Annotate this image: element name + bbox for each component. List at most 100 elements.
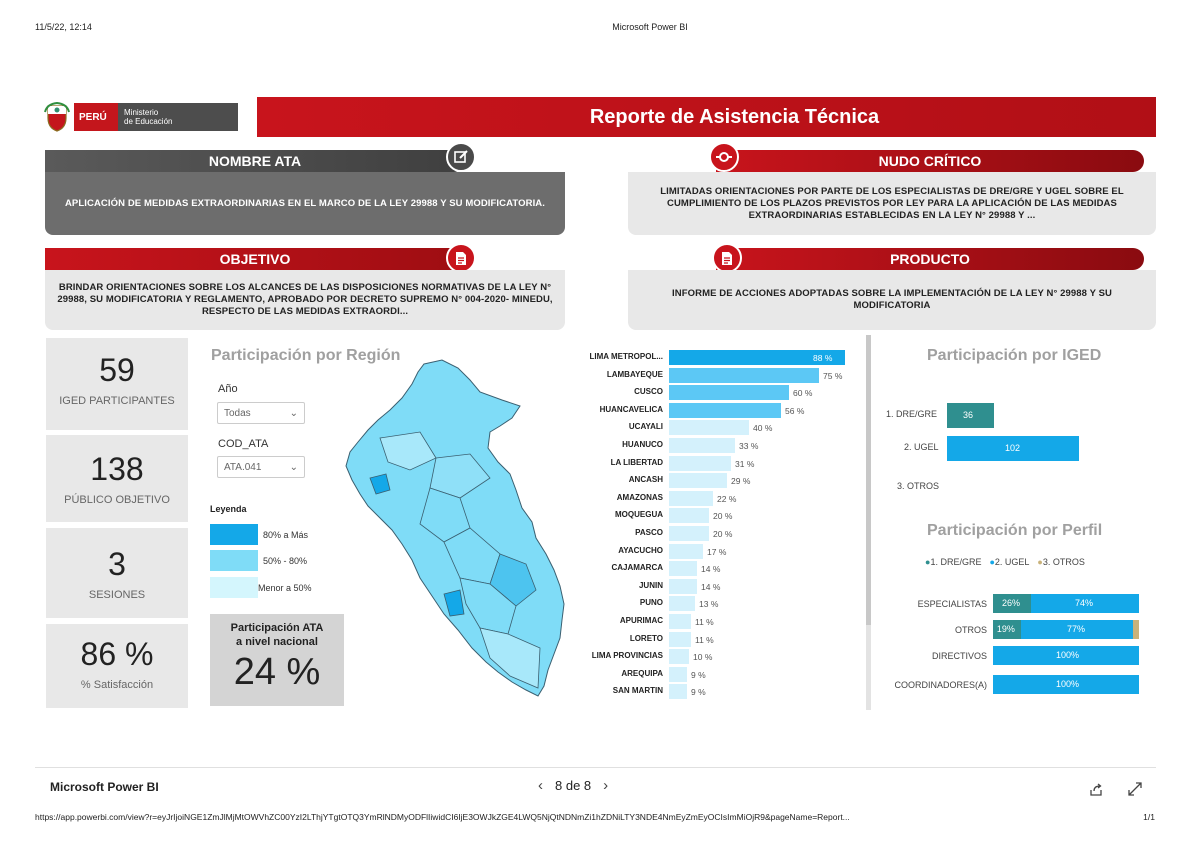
bar[interactable]	[669, 490, 713, 506]
bar[interactable]	[669, 385, 789, 401]
perfil-bar-segment[interactable]: 100%	[993, 675, 1139, 694]
perfil-legend-item: ●2. UGEL	[989, 557, 1030, 567]
perfil-bar-segment[interactable]: 77%	[1020, 620, 1134, 639]
perfil-bar-segment[interactable]: 19%	[993, 620, 1021, 639]
edit-icon	[446, 142, 476, 172]
perfil-bar-segment[interactable]: 100%	[993, 646, 1139, 665]
share-icon[interactable]	[1088, 781, 1104, 797]
iged-category-label: 2. UGEL	[904, 442, 939, 452]
bar-category-label: HUANCAVELICA	[599, 404, 663, 414]
bar-row[interactable]: AMAZONAS 22 %	[575, 490, 875, 507]
bar-category-label: JUNIN	[638, 580, 663, 590]
iged-bar[interactable]: 102	[947, 436, 1079, 461]
bar-category-label: PUNO	[639, 598, 663, 608]
legend-swatch-mid	[210, 550, 258, 571]
bar-row[interactable]: AREQUIPA 9 %	[575, 666, 875, 683]
fullscreen-icon[interactable]	[1127, 781, 1143, 797]
bar[interactable]	[669, 508, 709, 524]
bar-row[interactable]: UCAYALI 40 %	[575, 419, 875, 436]
bar-row[interactable]: LIMA PROVINCIAS 10 %	[575, 648, 875, 665]
legend-swatch-high	[210, 524, 258, 545]
bar[interactable]	[669, 438, 735, 453]
bar-row[interactable]: HUANCAVELICA 56 %	[575, 402, 875, 419]
prev-page-icon[interactable]: ‹	[538, 777, 543, 794]
iged-category-label: 1. DRE/GRE	[886, 409, 938, 419]
producto-title: PRODUCTO	[716, 248, 1144, 270]
bar[interactable]	[669, 561, 697, 577]
bar[interactable]	[669, 402, 781, 418]
bar-row[interactable]: PASCO 20 %	[575, 525, 875, 542]
iged-title: Participación por IGED	[927, 347, 1102, 364]
bar-row[interactable]: APURIMAC 11 %	[575, 613, 875, 630]
kpi-card-iged: 59 IGED PARTICIPANTES	[46, 338, 188, 430]
bar[interactable]	[669, 666, 687, 682]
bar-value-label: 29 %	[731, 476, 751, 487]
bar-row[interactable]: LA LIBERTAD 31 %	[575, 455, 875, 472]
legend-label-low: Menor a 50%	[258, 583, 312, 593]
nudo-critico-text: LIMITADAS ORIENTACIONES POR PARTE DE LOS…	[628, 172, 1156, 235]
page-navigator: ‹ 8 de 8 ›	[538, 777, 608, 794]
perfil-bar-segment[interactable]: 74%	[1030, 594, 1139, 613]
bar[interactable]	[669, 543, 703, 559]
chevron-down-icon: ⌄	[289, 407, 298, 419]
perfil-bar-value: 74%	[1074, 598, 1093, 608]
bar-value-label: 10 %	[693, 652, 713, 663]
year-filter-label: Año	[218, 383, 238, 395]
bar-value-label: 75 %	[823, 370, 843, 381]
bar[interactable]	[669, 684, 687, 700]
bar-category-label: PASCO	[635, 528, 663, 537]
bar[interactable]	[669, 614, 691, 629]
print-title: Microsoft Power BI	[612, 22, 688, 32]
bar-row[interactable]: ANCASH 29 %	[575, 472, 875, 489]
bar-value-label: 9 %	[691, 687, 706, 698]
bar-row[interactable]: HUANUCO 33 %	[575, 437, 875, 454]
bar-value-label: 14 %	[701, 581, 721, 592]
peru-region-map[interactable]	[340, 358, 572, 703]
document-icon	[446, 243, 476, 273]
bar-value-label: 31 %	[735, 458, 755, 469]
bar[interactable]	[669, 367, 819, 383]
scroll-thumb[interactable]	[866, 335, 871, 625]
bar-row[interactable]: MOQUEGUA 20 %	[575, 507, 875, 524]
perfil-bar-segment[interactable]: 26%	[993, 594, 1031, 613]
bar-row[interactable]: SAN MARTIN 9 %	[575, 683, 875, 700]
bar[interactable]	[669, 455, 731, 471]
bar-category-label: AREQUIPA	[621, 668, 663, 678]
bar[interactable]	[669, 526, 709, 541]
bar-row[interactable]: LORETO 11 %	[575, 631, 875, 648]
bar[interactable]	[669, 473, 727, 489]
kpi-publico-label: PÚBLICO OBJETIVO	[64, 494, 170, 506]
bar-row[interactable]: JUNIN 14 %	[575, 578, 875, 595]
bar-category-label: UCAYALI	[628, 422, 663, 432]
bar[interactable]	[669, 578, 697, 594]
bar-category-label: AMAZONAS	[616, 492, 663, 502]
code-filter-dropdown[interactable]: ATA.041 ⌄	[217, 456, 305, 478]
bar[interactable]	[669, 649, 689, 665]
iged-bar[interactable]: 36	[947, 403, 994, 428]
perfil-legend: ●1. DRE/GRE ●2. UGEL ●3. OTROS	[925, 557, 1085, 567]
bar-category-label: AYACUCHO	[618, 545, 663, 555]
bar-row[interactable]: LIMA METROPOL... 88 %	[575, 349, 875, 366]
bar-row[interactable]: PUNO 13 %	[575, 595, 875, 612]
chevron-down-icon: ⌄	[289, 461, 298, 473]
ministry-logo: PERÚ Ministerio de Educación	[40, 97, 246, 137]
bar-row[interactable]: LAMBAYEQUE 75 %	[575, 367, 875, 384]
kpi-publico-value: 138	[90, 451, 144, 487]
bar-value-label: 11 %	[695, 634, 714, 645]
bar-row[interactable]: CAJAMARCA 14 %	[575, 560, 875, 577]
perfil-bar-segment[interactable]	[1133, 620, 1139, 639]
bar-row[interactable]: CUSCO 60 %	[575, 384, 875, 401]
bar[interactable]	[669, 596, 695, 612]
ministry-line-1: Ministerio	[124, 108, 159, 117]
legend-swatch-low	[210, 577, 258, 598]
bar-row[interactable]: AYACUCHO 17 %	[575, 543, 875, 560]
next-page-icon[interactable]: ›	[603, 777, 609, 794]
bar[interactable]	[669, 350, 845, 365]
bar[interactable]	[669, 631, 691, 647]
bar[interactable]	[669, 420, 749, 436]
year-filter-dropdown[interactable]: Todas ⌄	[217, 402, 305, 424]
bar-category-label: LAMBAYEQUE	[606, 369, 663, 379]
perfil-bar-value: 19%	[996, 624, 1015, 634]
kpi-satisfaccion-value: 86 %	[80, 636, 154, 672]
year-filter-value: Todas	[224, 407, 251, 419]
